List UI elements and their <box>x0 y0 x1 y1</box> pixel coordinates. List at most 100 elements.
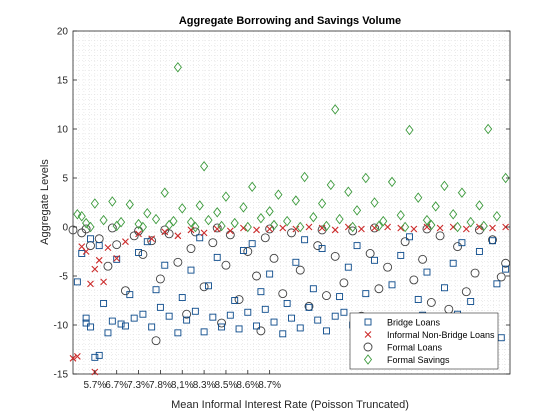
data-point <box>400 237 410 247</box>
data-point <box>453 242 463 252</box>
data-point <box>100 278 107 286</box>
data-point <box>492 210 501 222</box>
legend-marker <box>364 318 372 326</box>
data-point <box>479 220 488 232</box>
data-point <box>191 221 200 233</box>
data-point <box>374 284 384 294</box>
data-point <box>371 256 378 264</box>
data-point <box>256 212 265 224</box>
data-point <box>160 225 170 235</box>
x-axis-label: Mean Informal Interest Rate (Poisson Tru… <box>171 399 409 411</box>
data-point <box>344 263 352 271</box>
data-point <box>160 187 169 198</box>
data-point <box>91 353 99 361</box>
data-point <box>165 312 173 320</box>
data-point <box>204 214 213 226</box>
data-point <box>213 207 222 218</box>
data-point <box>73 352 81 360</box>
data-point <box>243 247 253 256</box>
data-point <box>86 221 95 233</box>
data-point <box>253 226 260 234</box>
y-tick-label: 0 <box>62 223 68 234</box>
data-point <box>113 255 121 263</box>
data-point <box>405 124 414 136</box>
data-point <box>104 329 112 337</box>
data-point <box>423 223 431 231</box>
data-point <box>330 251 340 261</box>
data-point <box>457 187 467 198</box>
data-point <box>331 226 339 234</box>
data-point <box>467 298 475 305</box>
data-point <box>292 225 300 233</box>
data-point <box>248 240 256 248</box>
data-point <box>441 284 448 292</box>
data-point <box>318 245 326 253</box>
data-point <box>493 280 501 288</box>
data-point <box>361 172 370 184</box>
data-point <box>135 249 143 256</box>
data-point <box>107 223 117 233</box>
legend-label: Bridge Loans <box>387 318 441 328</box>
data-point <box>99 214 108 226</box>
data-point <box>274 189 283 200</box>
data-point <box>82 217 91 229</box>
data-point <box>449 209 458 220</box>
data-point <box>205 282 212 290</box>
chart-title: Aggregate Borrowing and Savings Volume <box>179 15 401 27</box>
data-point <box>384 223 392 231</box>
data-point <box>112 240 122 250</box>
data-point <box>322 220 331 232</box>
data-point <box>231 297 239 304</box>
data-point <box>348 221 357 233</box>
data-point <box>143 208 152 219</box>
data-point <box>196 234 204 242</box>
data-point <box>296 221 305 233</box>
data-point <box>358 225 365 233</box>
data-point <box>87 323 94 331</box>
data-point <box>195 200 204 211</box>
data-point <box>87 280 94 288</box>
data-point <box>260 233 270 243</box>
data-point <box>174 232 182 240</box>
data-point <box>174 329 182 337</box>
data-point <box>410 225 418 233</box>
legend-marker <box>363 342 373 352</box>
data-point <box>108 317 116 325</box>
data-point <box>295 265 305 275</box>
data-point <box>353 242 361 250</box>
data-point <box>326 179 335 191</box>
data-point <box>138 221 147 233</box>
data-point <box>461 287 471 297</box>
data-point <box>265 206 274 217</box>
data-point <box>125 199 134 210</box>
data-point <box>156 303 164 311</box>
data-point <box>152 286 160 294</box>
data-point <box>151 213 161 225</box>
data-point <box>291 195 300 206</box>
x-tick-label: 8.6% <box>236 380 259 391</box>
data-point <box>496 272 506 282</box>
data-point <box>161 228 169 236</box>
y-tick-label: 5 <box>62 174 68 185</box>
data-point <box>183 316 191 324</box>
data-point <box>161 261 169 269</box>
data-point <box>501 258 511 268</box>
data-point <box>362 290 370 298</box>
data-point <box>309 285 317 293</box>
data-point <box>427 219 436 231</box>
data-point <box>117 320 125 328</box>
x-tick-label: 6.7% <box>105 380 128 391</box>
data-point <box>436 224 444 232</box>
data-point <box>383 262 393 272</box>
data-point <box>323 327 330 335</box>
data-point <box>387 176 397 188</box>
data-point <box>475 200 484 211</box>
data-point <box>138 249 148 259</box>
data-point <box>278 289 288 299</box>
data-point <box>243 221 252 233</box>
data-point <box>200 328 208 336</box>
data-point <box>190 227 200 237</box>
data-point <box>340 308 348 316</box>
legend-marker <box>363 354 373 365</box>
data-point <box>305 223 313 231</box>
